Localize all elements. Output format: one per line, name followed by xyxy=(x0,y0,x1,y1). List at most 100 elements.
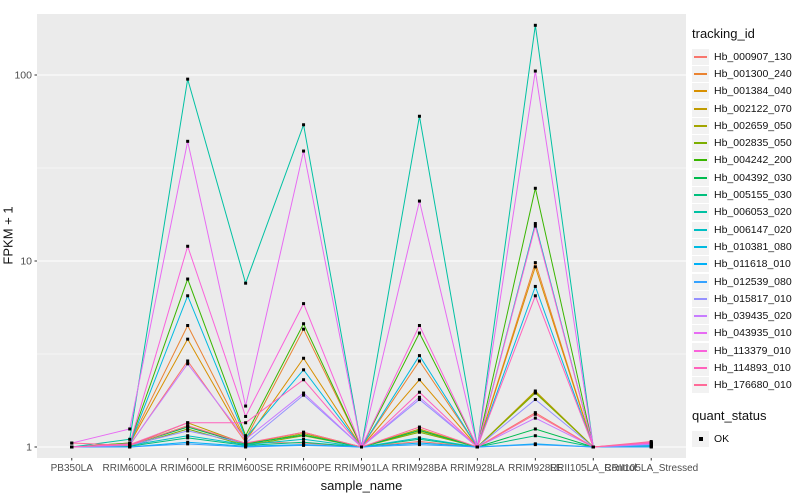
data-point xyxy=(128,437,132,441)
data-point xyxy=(244,441,248,445)
quant-ok-label: OK xyxy=(714,432,730,445)
data-point xyxy=(186,244,190,248)
data-point xyxy=(533,443,537,447)
y-tick-label: 1 xyxy=(26,442,32,454)
legend-key-icon xyxy=(692,256,709,273)
legend-item: Hb_039435_020 xyxy=(692,307,798,325)
legend-item-label: Hb_005155_030 xyxy=(714,189,792,202)
x-tick-label: RRIM928LE xyxy=(508,463,563,474)
legend-line-icon xyxy=(694,159,707,162)
legend-key-icon xyxy=(692,83,709,100)
data-point xyxy=(244,434,248,438)
data-point xyxy=(244,404,248,408)
data-point xyxy=(417,440,421,444)
legend-line-icon xyxy=(694,228,707,231)
data-point xyxy=(302,378,306,382)
legend-item-label: Hb_114893_010 xyxy=(714,361,791,374)
legend-line-icon xyxy=(694,142,707,145)
legend-item-label: Hb_113379_010 xyxy=(714,344,791,357)
legend-key-icon xyxy=(692,100,709,117)
legend-key-icon xyxy=(692,221,709,238)
data-point xyxy=(244,443,248,447)
legend-line-icon xyxy=(694,384,707,387)
x-axis-title: sample_name xyxy=(320,478,403,493)
legend-item-label: Hb_015817_010 xyxy=(714,292,792,305)
data-point xyxy=(417,430,421,434)
legend-item-label: Hb_010381_080 xyxy=(714,240,792,253)
data-point xyxy=(186,324,190,328)
legend-key-icon xyxy=(692,187,709,204)
data-point xyxy=(70,441,74,445)
legend-key-icon xyxy=(692,48,709,65)
legend-item: Hb_114893_010 xyxy=(692,359,798,376)
data-point xyxy=(533,265,537,269)
data-point xyxy=(591,445,595,449)
data-point xyxy=(417,359,421,363)
legend-item: Hb_113379_010 xyxy=(692,342,798,359)
legend-title-tracking-id: tracking_id xyxy=(692,26,755,41)
data-point xyxy=(533,222,537,226)
legend-key-icon xyxy=(692,152,709,169)
data-point xyxy=(533,186,537,190)
data-point xyxy=(302,437,306,441)
legend-item-label: Hb_012539_080 xyxy=(714,275,792,288)
data-point xyxy=(417,443,421,447)
legend-line-icon xyxy=(694,211,707,214)
data-point xyxy=(417,428,421,432)
legend-line-icon xyxy=(694,349,707,352)
data-point xyxy=(417,390,421,394)
data-point xyxy=(533,224,537,228)
legend-line-icon xyxy=(694,176,707,179)
legend-line-icon xyxy=(694,124,707,127)
data-point xyxy=(244,421,248,425)
legend-line-icon xyxy=(694,107,707,110)
legend-line-icon xyxy=(694,245,707,248)
legend-item: Hb_010381_080 xyxy=(692,238,798,255)
legend-item: Hb_001300_240 xyxy=(692,65,798,82)
data-point xyxy=(244,437,248,441)
legend-line-icon xyxy=(694,72,707,75)
legend-item: Hb_002659_050 xyxy=(692,117,798,134)
data-point xyxy=(417,378,421,382)
legend-key-icon xyxy=(692,169,709,186)
legend-key-icon xyxy=(692,204,709,221)
legend-line-icon xyxy=(694,315,707,318)
data-point xyxy=(417,199,421,203)
x-tick-label: RRIM928BA xyxy=(392,463,448,474)
legend-item: Hb_006147_020 xyxy=(692,221,798,238)
legend-key-icon xyxy=(692,65,709,82)
data-point xyxy=(186,429,190,433)
data-point xyxy=(186,421,190,425)
x-tick-label: RRII105LA_Control xyxy=(550,463,637,474)
data-point xyxy=(70,445,74,449)
legend-items: Hb_000907_130 Hb_001300_240 Hb_001384_040 H… xyxy=(692,48,798,394)
legend-line-icon xyxy=(694,55,707,58)
data-point xyxy=(186,337,190,341)
legend-item: Hb_004242_200 xyxy=(692,152,798,169)
data-point xyxy=(302,356,306,360)
data-point xyxy=(417,398,421,402)
data-point xyxy=(302,302,306,306)
data-point xyxy=(417,324,421,328)
data-point xyxy=(302,393,306,397)
legend-item: Hb_000907_130 xyxy=(692,48,798,65)
data-point xyxy=(417,114,421,118)
legend-item-label: Hb_006147_020 xyxy=(714,223,792,236)
data-point xyxy=(649,445,653,449)
data-point xyxy=(533,284,537,288)
data-point xyxy=(533,294,537,298)
data-point xyxy=(533,434,537,438)
panel-background xyxy=(37,14,686,458)
legend-item-label: Hb_011618_010 xyxy=(714,258,791,271)
legend-key-icon xyxy=(692,290,709,307)
data-point xyxy=(186,277,190,281)
legend-item: Hb_011618_010 xyxy=(692,256,798,273)
data-point xyxy=(186,434,190,438)
legend-key-icon xyxy=(692,273,709,290)
data-point xyxy=(302,322,306,326)
legend-key-icon xyxy=(692,342,709,359)
quant-ok-key xyxy=(692,430,709,447)
data-point xyxy=(302,443,306,447)
legend-item-label: Hb_002122_070 xyxy=(714,102,792,115)
